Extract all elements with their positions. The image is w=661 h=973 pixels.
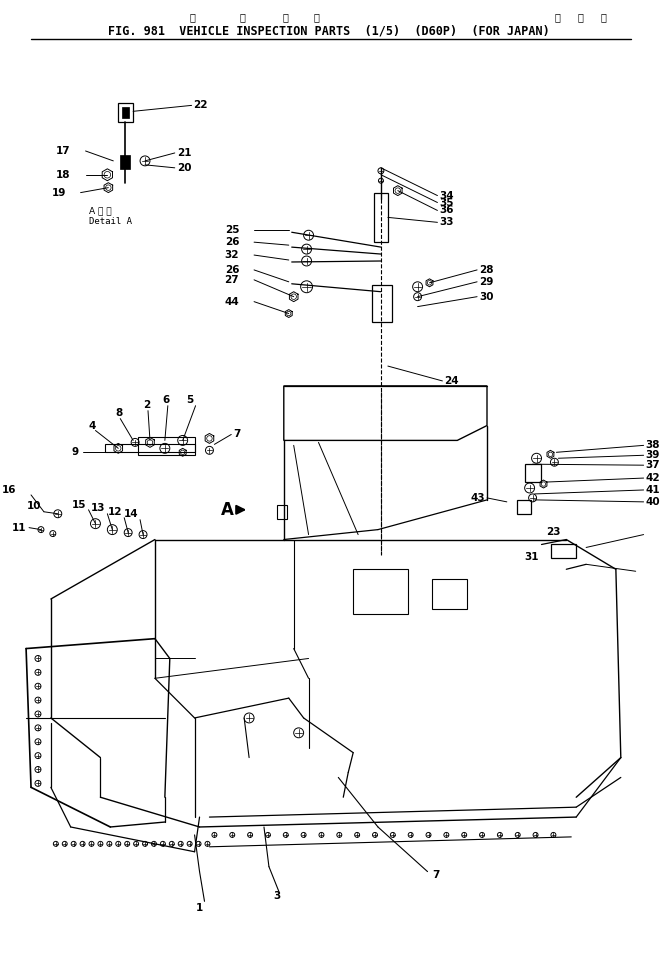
- Text: 6: 6: [162, 395, 169, 405]
- Bar: [374, 193, 388, 242]
- Text: 20: 20: [176, 162, 191, 173]
- Text: 内: 内: [577, 12, 583, 22]
- Text: 31: 31: [525, 553, 539, 562]
- Text: 検: 検: [239, 12, 245, 22]
- Bar: [120, 155, 130, 168]
- Text: 品: 品: [313, 12, 319, 22]
- Text: 2: 2: [143, 400, 150, 410]
- Bar: [118, 103, 133, 123]
- Text: 16: 16: [2, 485, 16, 495]
- Text: A 詳 細: A 詳 細: [89, 206, 111, 215]
- Text: 38: 38: [646, 441, 660, 450]
- Text: 車: 車: [190, 12, 196, 22]
- Text: 13: 13: [91, 503, 105, 513]
- Bar: [525, 464, 541, 482]
- Text: 26: 26: [225, 265, 239, 275]
- Text: 15: 15: [72, 500, 87, 510]
- Text: 9: 9: [71, 448, 79, 457]
- Text: 41: 41: [646, 485, 660, 495]
- Text: 19: 19: [52, 188, 65, 198]
- Text: 40: 40: [646, 497, 660, 507]
- Text: 42: 42: [646, 473, 660, 483]
- Bar: [551, 545, 576, 559]
- Text: 26: 26: [225, 237, 239, 247]
- Text: 25: 25: [225, 226, 239, 235]
- Text: 17: 17: [56, 146, 71, 156]
- Text: 8: 8: [115, 408, 122, 417]
- Text: 29: 29: [479, 276, 494, 287]
- Text: 10: 10: [26, 501, 41, 511]
- Text: 18: 18: [56, 169, 71, 180]
- Bar: [432, 579, 467, 609]
- Text: 44: 44: [225, 297, 239, 306]
- Bar: [372, 285, 392, 322]
- Text: 12: 12: [108, 507, 122, 517]
- Text: 7: 7: [432, 870, 440, 880]
- Text: 34: 34: [440, 191, 454, 200]
- Text: 23: 23: [547, 526, 561, 536]
- Text: A: A: [221, 501, 234, 519]
- Text: 部: 部: [283, 12, 289, 22]
- Text: 11: 11: [12, 523, 26, 532]
- Text: 5: 5: [186, 395, 194, 405]
- Text: 22: 22: [194, 100, 208, 110]
- Bar: [277, 505, 287, 519]
- Text: Detail A: Detail A: [89, 217, 132, 226]
- Text: 7: 7: [233, 429, 241, 440]
- Bar: [353, 569, 408, 614]
- Text: 35: 35: [440, 198, 454, 207]
- Bar: [517, 500, 531, 514]
- Bar: [122, 107, 129, 119]
- Text: 37: 37: [646, 460, 660, 470]
- Text: 向: 向: [600, 12, 606, 22]
- Text: FIG. 981  VEHICLE INSPECTION PARTS  (1/5)  (D60P)  (FOR JAPAN): FIG. 981 VEHICLE INSPECTION PARTS (1/5) …: [108, 24, 549, 38]
- Text: 28: 28: [479, 265, 494, 275]
- Text: 39: 39: [646, 450, 660, 460]
- Text: 33: 33: [440, 217, 454, 228]
- Text: 3: 3: [273, 891, 280, 901]
- Text: 1: 1: [196, 903, 203, 914]
- Text: 30: 30: [479, 292, 494, 302]
- Text: 43: 43: [471, 493, 485, 503]
- Text: 24: 24: [444, 376, 459, 386]
- Text: 4: 4: [89, 420, 96, 430]
- Text: 国: 国: [555, 12, 561, 22]
- Text: 14: 14: [124, 509, 138, 519]
- Text: 27: 27: [225, 274, 239, 285]
- Text: 21: 21: [176, 148, 191, 158]
- Text: 32: 32: [225, 250, 239, 260]
- Text: 36: 36: [440, 205, 454, 215]
